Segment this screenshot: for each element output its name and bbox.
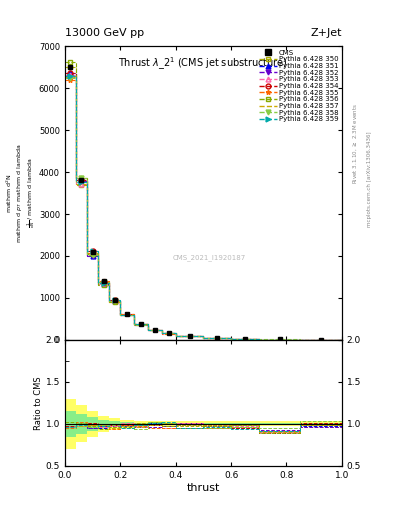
Text: Thrust $\lambda\_2^1$ (CMS jet substructure): Thrust $\lambda\_2^1$ (CMS jet substruct… (118, 55, 288, 72)
Line: CMS: CMS (68, 65, 323, 343)
Text: CMS_2021_I1920187: CMS_2021_I1920187 (172, 254, 246, 261)
CMS (90, 249, 95, 255)
CMS (79, 177, 84, 183)
CMS (112, 297, 117, 303)
Text: Rivet 3.1.10, $\geq$ 2.3M events: Rivet 3.1.10, $\geq$ 2.3M events (352, 103, 359, 184)
Text: mcplots.cern.ch [arXiv:1306.3436]: mcplots.cern.ch [arXiv:1306.3436] (367, 132, 373, 227)
CMS (319, 337, 323, 343)
CMS (166, 330, 171, 336)
CMS (101, 278, 106, 284)
Text: 13000 GeV pp: 13000 GeV pp (65, 28, 144, 38)
Legend: CMS, Pythia 6.428 350, Pythia 6.428 351, Pythia 6.428 352, Pythia 6.428 353, Pyt: CMS, Pythia 6.428 350, Pythia 6.428 351,… (258, 48, 340, 124)
Y-axis label: Ratio to CMS: Ratio to CMS (34, 376, 43, 430)
CMS (152, 327, 157, 333)
CMS (187, 333, 192, 339)
Text: Z+Jet: Z+Jet (310, 28, 342, 38)
CMS (277, 336, 282, 343)
CMS (68, 64, 73, 70)
X-axis label: thrust: thrust (187, 482, 220, 493)
Y-axis label: mathrm d$^2$N
mathrm d $p_T$ mathrm d lambda
$\frac{1}{\mathrm{d}N}$ / mathrm d : mathrm d$^2$N mathrm d $p_T$ mathrm d la… (4, 143, 37, 243)
CMS (242, 336, 247, 342)
CMS (215, 334, 220, 340)
CMS (139, 321, 143, 327)
CMS (125, 311, 130, 317)
